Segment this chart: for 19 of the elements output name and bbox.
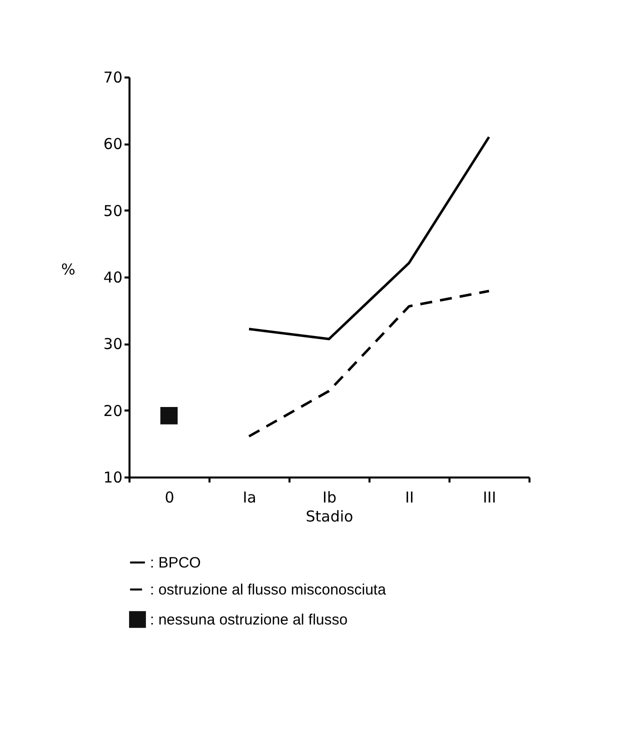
legend-label: : nessuna ostruzione al flusso <box>150 612 348 628</box>
y-tick-label: 20 <box>103 402 122 420</box>
x-tick-label: 0 <box>164 488 174 506</box>
line-series <box>248 136 490 340</box>
y-tick-label: 60 <box>103 135 122 154</box>
line-series <box>248 290 490 438</box>
x-tick-label: Ia <box>242 488 256 506</box>
legend-label: : BPCO <box>150 554 201 572</box>
x-tick-label: Ib <box>322 488 336 506</box>
y-tick-label: 70 <box>103 68 122 86</box>
x-tick-label: III <box>482 488 496 506</box>
y-tick-label: 10 <box>103 468 122 486</box>
x-axis-title: Stadio <box>306 508 354 526</box>
x-tick-label: II <box>405 488 414 506</box>
y-axis-title: % <box>61 260 76 278</box>
legend-label: : ostruzione al flusso misconosciuta <box>150 582 387 598</box>
y-tick-label: 30 <box>103 335 122 354</box>
y-tick-label: 50 <box>103 202 122 220</box>
y-tick-label: 40 <box>103 268 122 286</box>
